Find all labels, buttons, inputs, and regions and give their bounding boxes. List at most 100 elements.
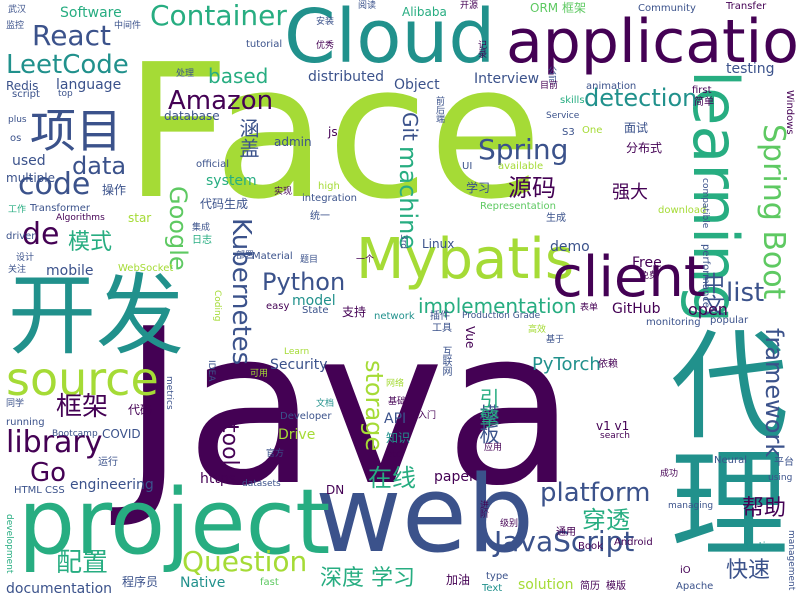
word-yuedu: 阅读 [358,1,377,11]
word-project: project [18,470,331,575]
word-sheji: 设计 [16,253,35,263]
word-idea: IDEA [206,360,216,382]
word-daimashengcheng: 代码生成 [200,197,249,211]
word-list: list [726,278,765,308]
word-biaodan: 表单 [580,303,599,313]
word-jinjie: 进阶 [478,500,488,518]
word-platform: platform [540,478,651,508]
word-https: https [200,471,237,487]
word-object: Object [394,77,440,93]
word-git: Git [398,112,422,141]
word-compatible: compatible [700,178,710,229]
word-script: script [12,89,40,100]
word-database: database [164,109,220,123]
word-daili: 代理 [650,324,788,560]
word-moshi: 模式 [68,230,113,255]
word-development: development [4,514,14,574]
word-chengxuyuan: 程序员 [122,575,159,589]
word-management: management [786,530,796,591]
word-kubernetes: Kubernetes [226,218,256,366]
word-storage: storage [360,360,388,452]
word-windows: Windows [784,90,795,135]
word-used: used [12,153,46,169]
word-jiankong: 监控 [6,21,25,31]
word-native: Native [180,575,226,591]
word-monitoring: monitoring [646,317,701,328]
word-jibie: 级别 [500,519,519,529]
word-tongyi: 统一 [310,211,330,222]
word-chuantou: 穿透 [582,506,630,534]
word-engineering: engineering [70,477,154,493]
word-hangai: 涵盖 [236,118,260,158]
word-datasets: datasets [242,479,281,489]
word-runtime: runtime [742,541,782,552]
word-google: Google [164,186,192,271]
word-shendu-xuexi: 深度 学习 [320,566,415,591]
word-peizhi: 配置 [56,548,109,578]
word-pingtai: 平台 [774,457,794,468]
word-skills: skills [560,95,585,106]
word-os: os [10,133,22,144]
word-bangzhu: 帮助 [742,496,787,521]
word-jianli: 简历 [580,581,600,592]
word-search: search [600,431,630,441]
word-using: using [768,473,793,483]
word-question: Question [182,545,308,578]
word-js: js [328,125,338,139]
word-book: Book [578,541,603,552]
word-mobile: mobile [46,263,94,279]
word-yige: 一个 [356,255,375,265]
word-distributed: distributed [308,69,384,85]
word-jiayou: 加油 [446,573,471,587]
word-gongzuo: 工作 [8,205,27,215]
word-demo: demo [550,239,590,255]
word-open: open [688,300,728,319]
word-web: web [315,453,535,576]
word-tongyong: 通用 [556,527,576,538]
word-shixian: 实现 [274,187,293,197]
word-managing: managing [668,501,714,511]
word-spring: Spring [478,133,569,166]
word-websocket: WebSocket [118,263,174,274]
word-library: library [6,425,103,460]
word-qiangda: 强大 [612,182,648,203]
word-language: language [56,77,122,93]
word-pytorch: PyTorch [532,354,601,375]
word-easy: easy [266,301,290,312]
word-apache: Apache [676,581,714,592]
word-jichu: 基础 [388,397,407,407]
word-chenggong: 成功 [660,469,679,479]
word-face: Face [124,24,543,240]
word-timu: 题目 [300,255,319,265]
word-algorithms: Algorithms [56,213,105,223]
word-github: GitHub [612,301,661,317]
word-orm: ORM 框架 [530,1,586,15]
word-muqian: 目前 [540,81,559,91]
word-s3: S3 [562,127,575,138]
word-fast: fast [260,577,279,588]
word-html-css: HTML CSS [14,485,65,496]
word-rumen: 入门 [418,411,437,421]
word-network: network [374,311,415,322]
word-mianfei: 免费 [640,271,659,281]
word-wangluo: 网络 [386,379,405,389]
word-transfer: Transfer [726,1,767,12]
word-keyong: 可用 [250,369,269,379]
word-chajian: 插件 [430,311,450,322]
word-metrics: metrics [164,376,174,410]
word-guanzhu: 关注 [8,265,27,275]
word-free: Free [632,255,662,271]
word-yilai: 依赖 [598,359,618,370]
word-yingyong: 应用 [484,443,503,453]
word-alibaba: Alibaba [402,5,447,19]
word-anzhuang: 安装 [316,17,335,27]
word-io: iO [680,565,691,576]
word-3rd: 3rd [398,234,408,249]
word-python: Python [262,268,346,296]
word-framework: framework [760,328,788,458]
word-code: code [18,167,91,202]
word-amazon: Amazon [168,86,274,116]
word-zhongwen: 中文 [699,272,724,316]
word-bootcamp: Bootcamp [52,429,98,439]
